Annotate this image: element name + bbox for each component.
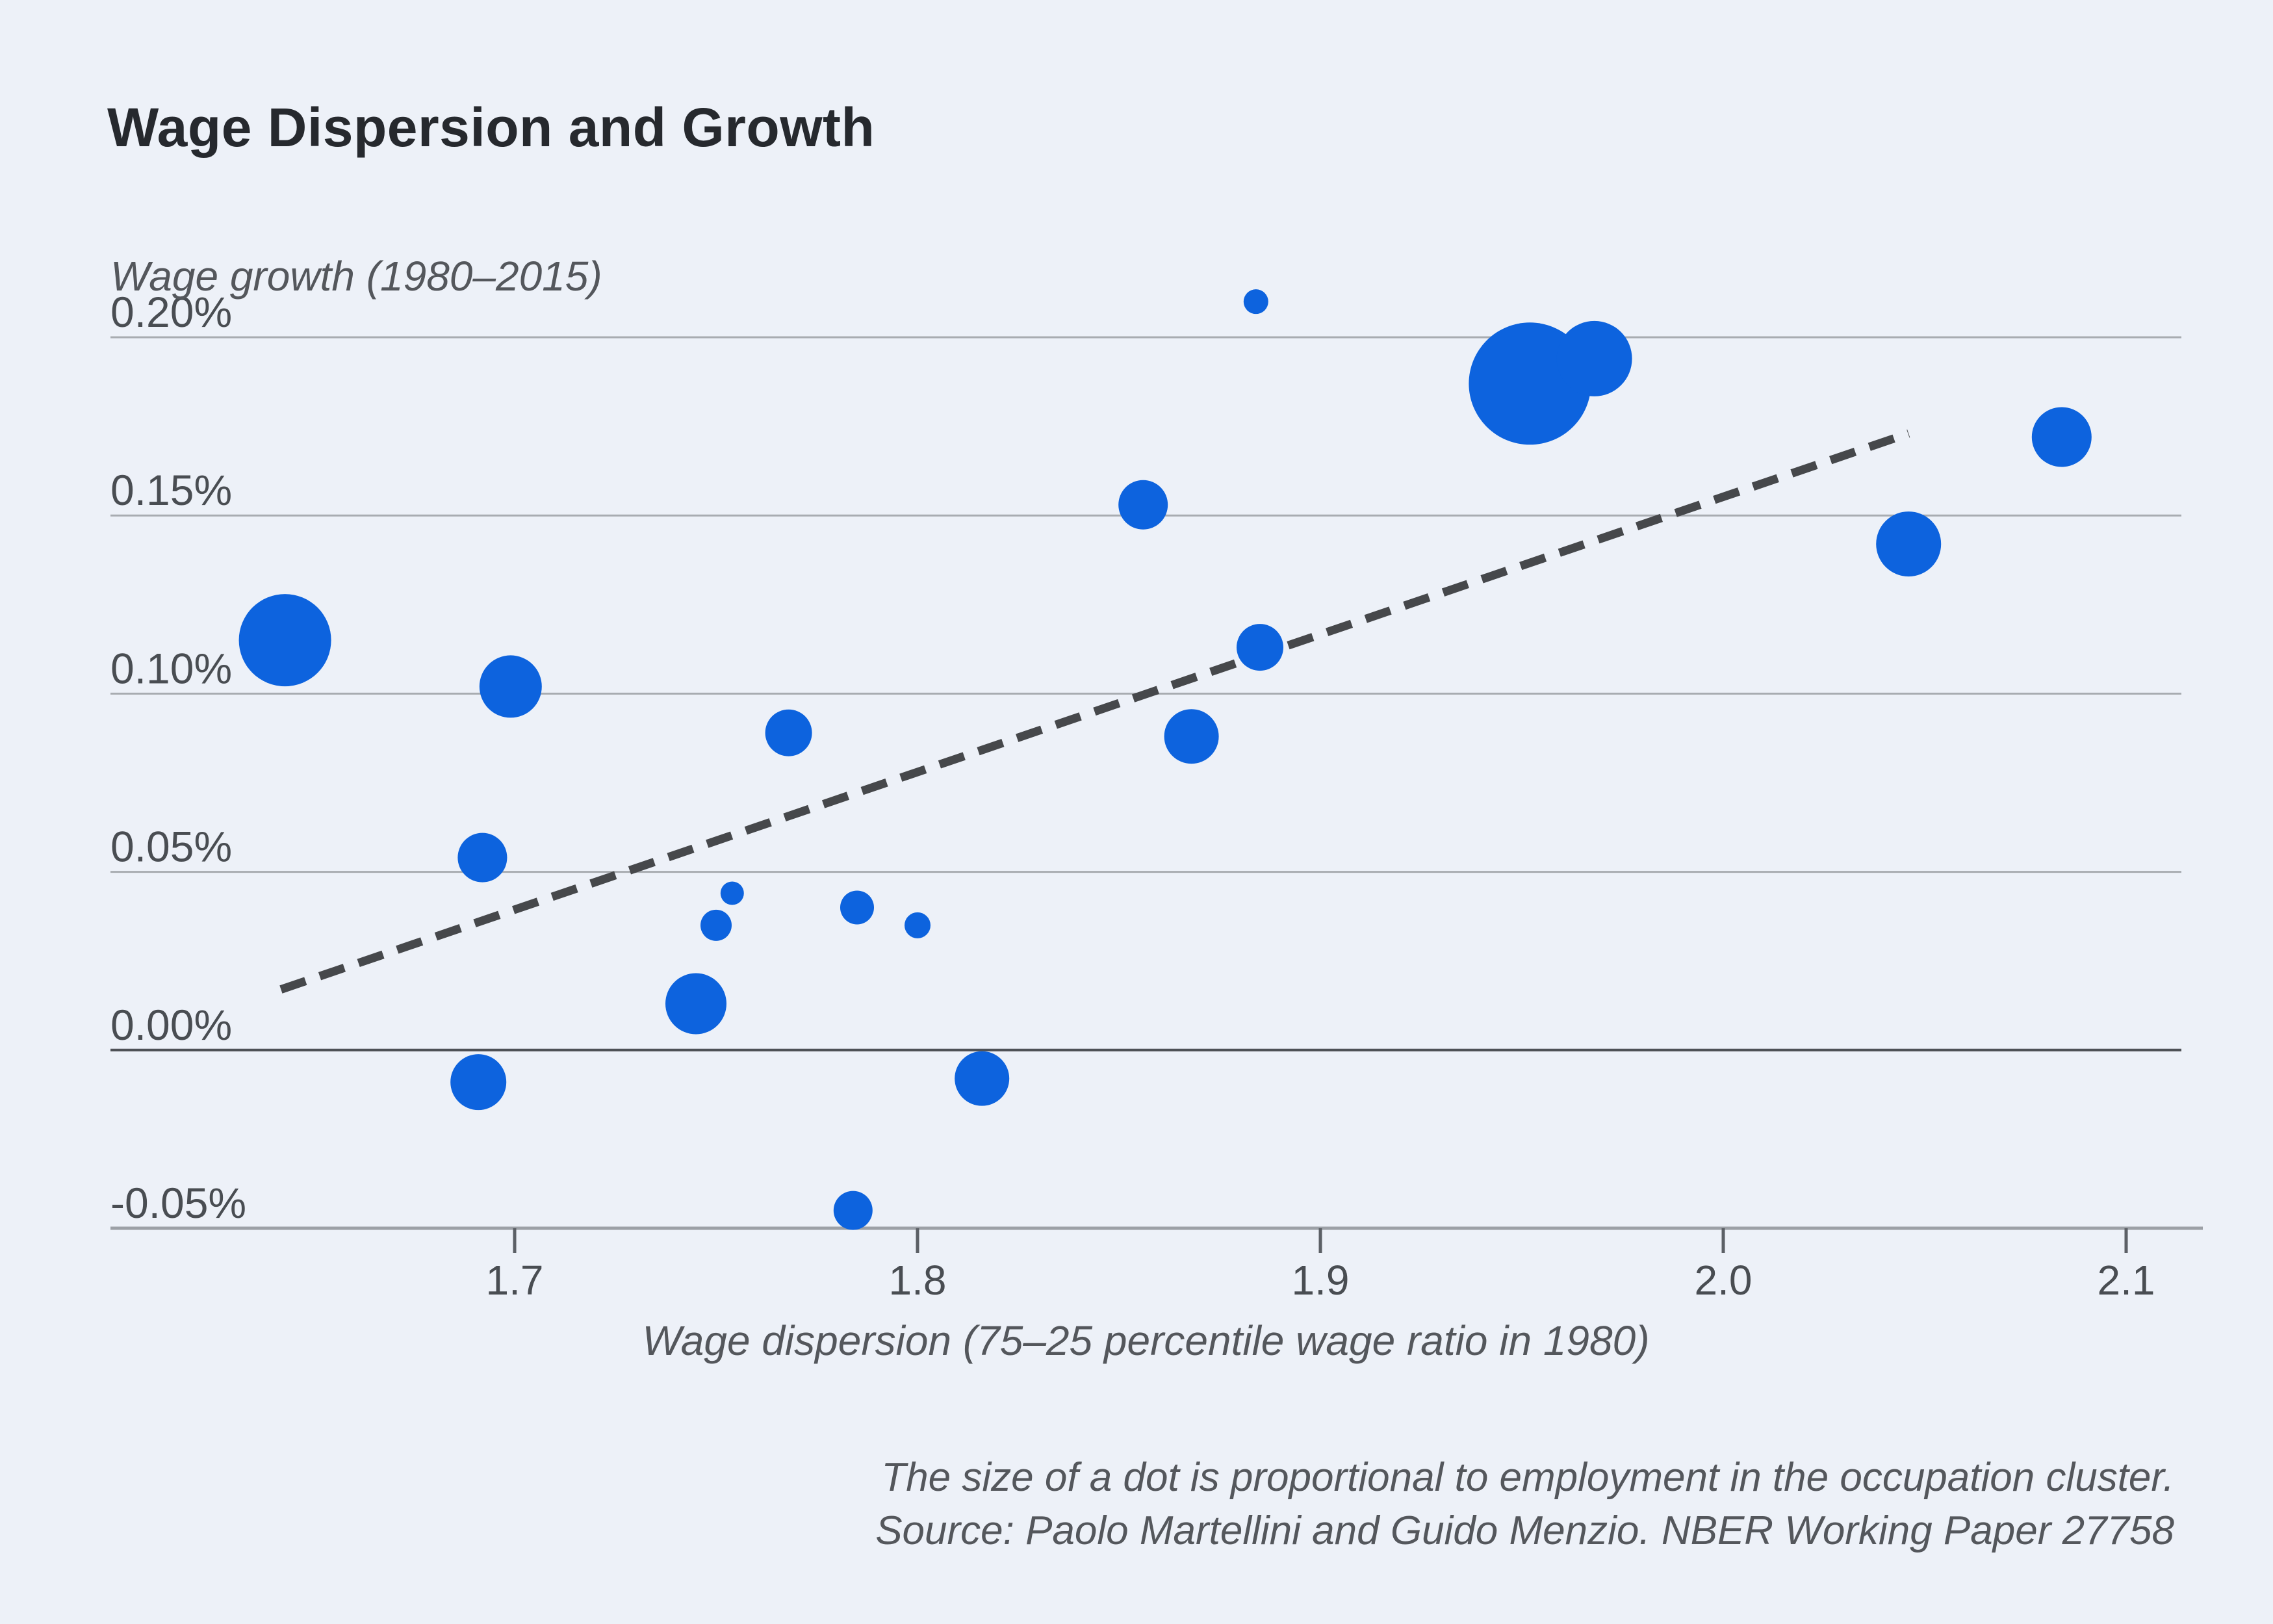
x-tick-label: 1.7 <box>486 1257 544 1304</box>
chart-source: Source: Paolo Martellini and Guido Menzi… <box>875 1508 2174 1553</box>
y-tick-label: 0.15% <box>110 466 232 514</box>
y-tick-label: -0.05% <box>110 1179 246 1227</box>
data-point <box>840 890 874 925</box>
data-point <box>720 881 744 905</box>
data-point <box>238 594 331 687</box>
x-axis-label: Wage dispersion (75–25 percentile wage r… <box>642 1317 1650 1364</box>
x-tick-label: 2.0 <box>1695 1257 1753 1304</box>
x-tick-label: 1.9 <box>1292 1257 1350 1304</box>
data-point <box>1876 511 1942 577</box>
data-point <box>1164 709 1219 764</box>
x-tick-label: 2.1 <box>2098 1257 2155 1304</box>
data-point <box>1243 289 1268 315</box>
y-tick-label: 0.20% <box>110 288 232 336</box>
data-point <box>765 709 812 756</box>
data-point <box>700 909 732 941</box>
data-point <box>833 1191 873 1230</box>
y-tick-label: 0.00% <box>110 1001 232 1049</box>
y-tick-label: 0.05% <box>110 823 232 871</box>
data-point <box>1556 320 1632 396</box>
chart-title: Wage Dispersion and Growth <box>107 97 875 158</box>
data-point <box>2031 407 2092 467</box>
x-tick-label: 1.8 <box>889 1257 947 1304</box>
data-point <box>905 912 931 938</box>
data-point <box>450 1054 507 1111</box>
data-point <box>1118 480 1168 530</box>
data-point <box>1237 624 1283 671</box>
data-point <box>665 973 726 1035</box>
data-point <box>955 1051 1010 1106</box>
y-axis-label: Wage growth (1980–2015) <box>110 253 602 300</box>
data-point <box>479 655 542 718</box>
data-point <box>457 832 507 883</box>
y-tick-label: 0.10% <box>110 644 232 692</box>
chart-note: The size of a dot is proportional to emp… <box>881 1455 2174 1500</box>
trend-line <box>279 429 1910 994</box>
